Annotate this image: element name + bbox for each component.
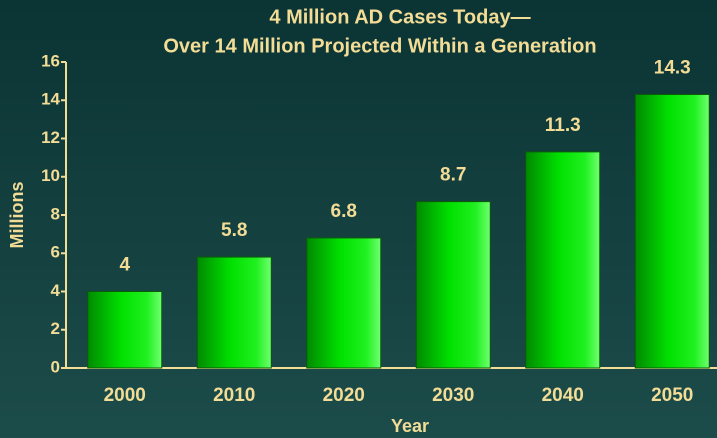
bar [634,94,710,369]
x-axis-label: Year [391,416,429,436]
value-label: 8.7 [440,165,466,186]
bar [525,151,601,369]
y-tick-label: 16 [41,51,60,70]
y-tick-label: 14 [41,90,60,109]
y-tick-label: 4 [51,281,61,300]
bar [196,256,272,369]
value-label: 4 [119,255,130,276]
x-tick-label: 2030 [432,385,474,406]
value-label: 5.8 [221,220,247,241]
y-tick-label: 6 [51,243,60,262]
value-label: 6.8 [331,201,357,222]
bar [415,201,491,369]
y-tick-label: 0 [51,357,60,376]
y-tick-label: 2 [51,319,60,338]
x-tick-label: 2020 [323,385,365,406]
y-tick-label: 8 [51,204,60,223]
x-tick-label: 2040 [542,385,584,406]
y-tick-label: 12 [41,128,60,147]
y-tick-label: 10 [41,166,60,185]
x-tick-label: 2050 [651,385,693,406]
bar [87,291,163,369]
chart-title: Over 14 Million Projected Within a Gener… [163,35,596,57]
value-label: 14.3 [654,58,691,79]
x-tick-label: 2000 [104,385,146,406]
bar [306,237,382,369]
chart-title: 4 Million AD Cases Today— [269,6,530,28]
value-label: 11.3 [545,115,581,136]
y-axis-label: Millions [7,182,27,249]
x-tick-label: 2010 [213,385,255,406]
